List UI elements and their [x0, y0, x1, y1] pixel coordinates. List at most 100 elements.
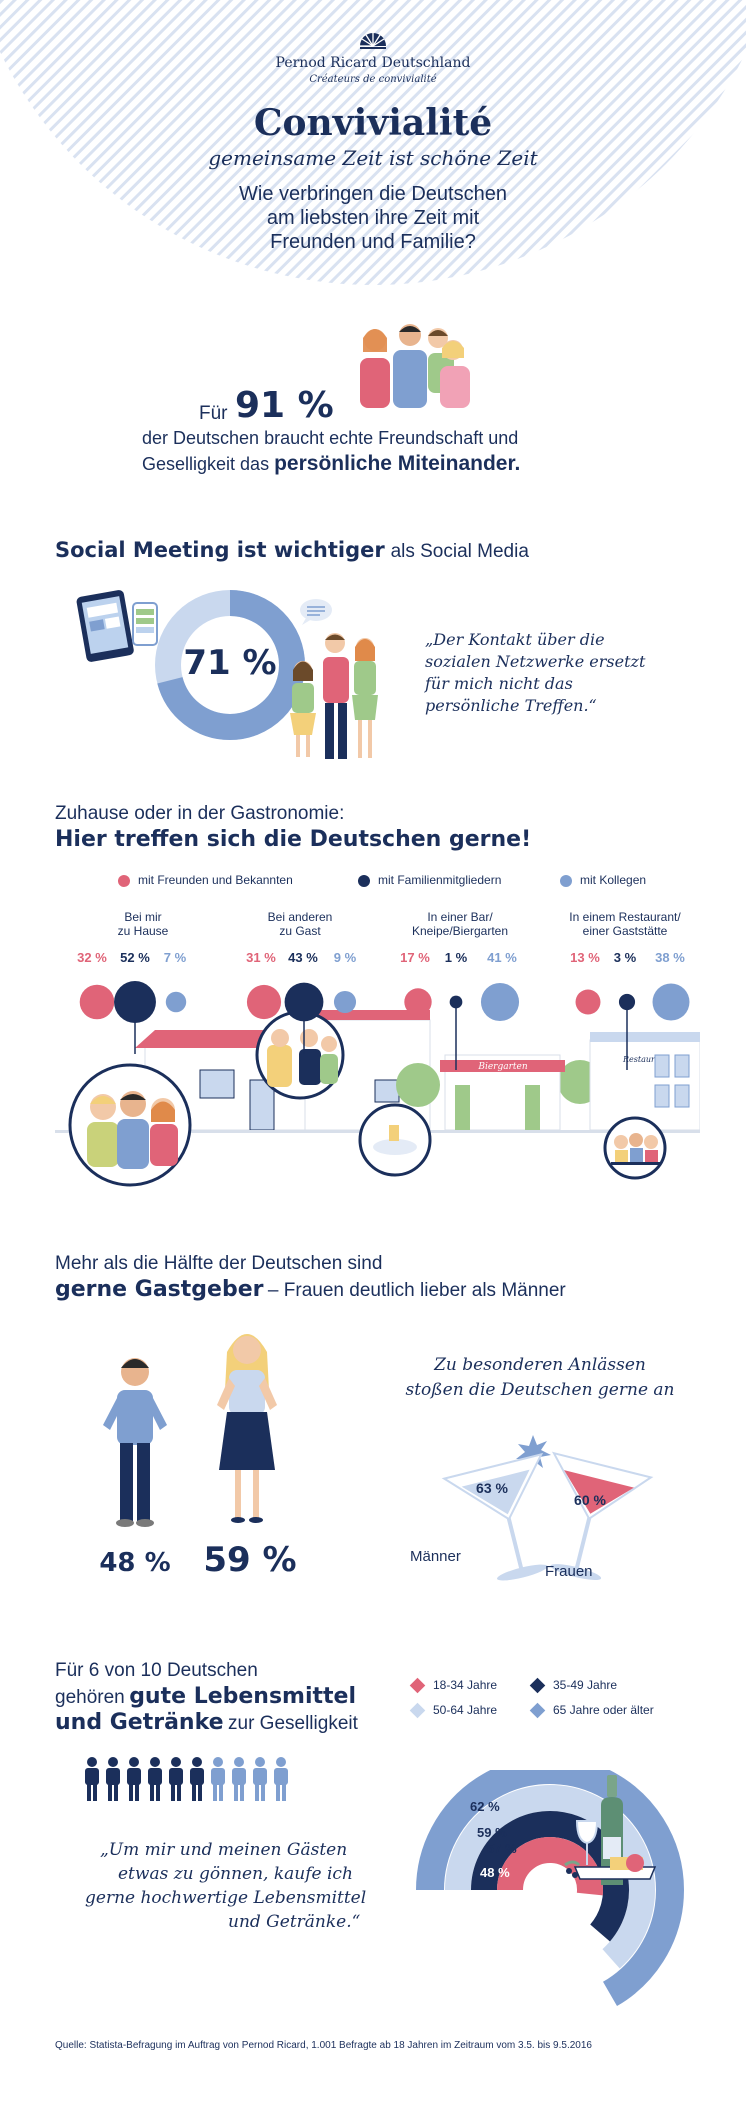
person-pictogram — [232, 1757, 246, 1801]
place-home-label-l2: zu Hause — [117, 924, 169, 938]
bubble-1-1 — [284, 982, 324, 1022]
home-friends-pct: 32 % — [77, 950, 107, 965]
place-bar-label-l2: Kneipe/Biergarten — [411, 924, 509, 938]
social-quote-line3: für mich nicht das — [425, 674, 573, 693]
home-family-pct: 52 % — [120, 950, 150, 965]
devices-illustration — [76, 590, 158, 662]
glass-women-label: Frauen — [545, 1563, 593, 1580]
place-home-label-l1: Bei mir — [124, 910, 162, 924]
source-footnote: Quelle: Statista-Befragung im Auftrag vo… — [55, 2040, 592, 2051]
three-friends-illustration — [290, 633, 378, 759]
age-legend-65-plus: 65 Jahre oder älter — [529, 1703, 654, 1719]
donut-value-arc — [155, 590, 305, 740]
woman-host-illustration — [217, 1334, 277, 1523]
restaurant-colleagues-pct: 38 % — [655, 950, 685, 965]
person-pictogram — [253, 1757, 267, 1801]
meeting-places-bubble-chart — [79, 981, 690, 1070]
place-restaurant-label-l2: einer Gaststätte — [582, 924, 668, 938]
home-colleagues-pct: 7 % — [163, 950, 187, 965]
restaurant-friends-pct: 13 % — [570, 950, 600, 965]
person-pictogram — [148, 1757, 162, 1801]
bubble-0-1 — [114, 981, 156, 1023]
food-quote-line2: etwas zu gönnen, kaufe ich — [118, 1864, 353, 1884]
social-meeting-heading-bold: Social Meeting ist wichtiger — [55, 538, 385, 562]
age-ring-1 — [471, 1811, 629, 1942]
person-pictogram — [274, 1757, 288, 1801]
glass-women-value: 60 % — [574, 1492, 606, 1508]
person-pictogram — [169, 1757, 183, 1801]
legend-friends-label: mit Freunden und Bekannten — [138, 873, 293, 887]
age-ring-label-2: 59 % — [477, 1825, 507, 1840]
social-quote-line4: persönliche Treffen.“ — [425, 696, 597, 715]
person-pictogram — [190, 1757, 204, 1801]
wine-cheese-illustration — [564, 1775, 657, 1885]
legend-colleagues-dot — [560, 874, 572, 887]
host-heading-bold: gerne Gastgeber — [55, 1277, 264, 1302]
bubble-3-1 — [618, 993, 636, 1011]
place-guest-label-l2: zu Gast — [279, 924, 321, 938]
glass-men-value: 63 % — [476, 1480, 508, 1496]
stat-91-text-line2: der Deutschen braucht echte Freundschaft… — [142, 428, 519, 448]
age-legend-18-34: 18-34 Jahre — [409, 1678, 498, 1694]
age-ring-2 — [445, 1785, 655, 1969]
food-heading-line3b: zur Geselligkeit — [228, 1713, 358, 1734]
guest-colleagues-pct: 9 % — [333, 950, 357, 965]
toast-text-line1: Zu besonderen Anlässen — [434, 1355, 646, 1375]
guest-friends-pct: 31 % — [246, 950, 276, 965]
food-heading-line2a: gehören — [55, 1687, 125, 1708]
food-heading-line1: Für 6 von 10 Deutschen — [55, 1660, 258, 1681]
age-legend-50-64: 50-64 Jahre — [409, 1703, 497, 1719]
glass-men-label: Männer — [410, 1548, 461, 1565]
men-host-value: 48 % — [99, 1548, 171, 1578]
legend-family-dot — [358, 874, 370, 887]
age-legend-35-49-label: 35-49 Jahre — [553, 1678, 618, 1692]
age-legend-35-49-marker — [529, 1678, 546, 1694]
legend-family-label: mit Familienmitgliedern — [378, 873, 502, 887]
age-legend-50-64-marker — [409, 1703, 426, 1719]
place-restaurant-label-l1: In einem Restaurant/ — [569, 910, 681, 924]
place-guest-label: Bei anderen zu Gast — [245, 910, 355, 938]
bar-friends-pct: 17 % — [400, 950, 430, 965]
age-legend-18-34-label: 18-34 Jahre — [433, 1678, 498, 1692]
legend-family: mit Familienmitgliedern — [358, 873, 501, 887]
place-bar-label: In einer Bar/ Kneipe/Biergarten — [395, 910, 525, 938]
toast-text-line2: stoßen die Deutschen gerne an — [405, 1380, 675, 1400]
age-legend-18-34-marker — [409, 1678, 426, 1694]
speech-bubble-icon — [300, 599, 332, 625]
place-home-label: Bei mir zu Hause — [88, 910, 198, 938]
man-host-illustration — [103, 1358, 167, 1527]
bubble-2-0 — [404, 988, 432, 1016]
age-ring-label-0: 48 % — [480, 1865, 510, 1880]
brand-name: Pernod Ricard Deutschland — [275, 55, 471, 71]
street-scene-illustration: Biergarten Restaurant — [55, 1010, 700, 1187]
header-question-line1: Wie verbringen die Deutschen — [239, 183, 507, 205]
bubble-2-2 — [480, 982, 520, 1022]
age-legend-35-49: 35-49 Jahre — [529, 1678, 618, 1694]
bar-family-pct: 1 % — [444, 950, 468, 965]
guest-family-pct: 43 % — [288, 950, 318, 965]
women-host-value: 59 % — [203, 1540, 297, 1580]
bubble-2-1 — [449, 995, 463, 1009]
age-legend-65-plus-label: 65 Jahre oder älter — [553, 1703, 654, 1717]
page-title: Convivialité — [253, 102, 493, 144]
bubble-1-2 — [333, 990, 357, 1014]
age-ring-label-3: 62 % — [470, 1799, 500, 1814]
age-legend-65-plus-marker — [529, 1703, 546, 1719]
place-restaurant-label: In einem Restaurant/ einer Gaststätte — [555, 910, 695, 938]
stat-91-text-line3b: persönliche Miteinander. — [274, 452, 521, 475]
legend-colleagues: mit Kollegen — [560, 873, 646, 887]
person-pictogram — [106, 1757, 120, 1801]
age-ring-label-1: 57 % — [487, 1841, 517, 1856]
brand-tagline: Créateurs de convivialité — [309, 74, 437, 85]
meeting-places-heading-line1: Zuhause oder in der Gastronomie: — [55, 803, 345, 824]
people-pictogram-row — [85, 1757, 288, 1801]
place-bar-label-l1: In einer Bar/ — [427, 910, 493, 924]
bubble-1-0 — [246, 984, 282, 1020]
bar-colleagues-pct: 41 % — [487, 950, 517, 965]
host-heading-line1: Mehr als die Hälfte der Deutschen sind — [55, 1253, 383, 1274]
stat-91-value: 91 % — [235, 385, 334, 426]
logo-sun-icon — [360, 33, 386, 49]
food-heading-line3: und Getränke zur Geselligkeit — [55, 1710, 358, 1735]
social-quote-line1: „Der Kontakt über die — [425, 630, 605, 649]
bubble-3-2 — [652, 983, 690, 1021]
